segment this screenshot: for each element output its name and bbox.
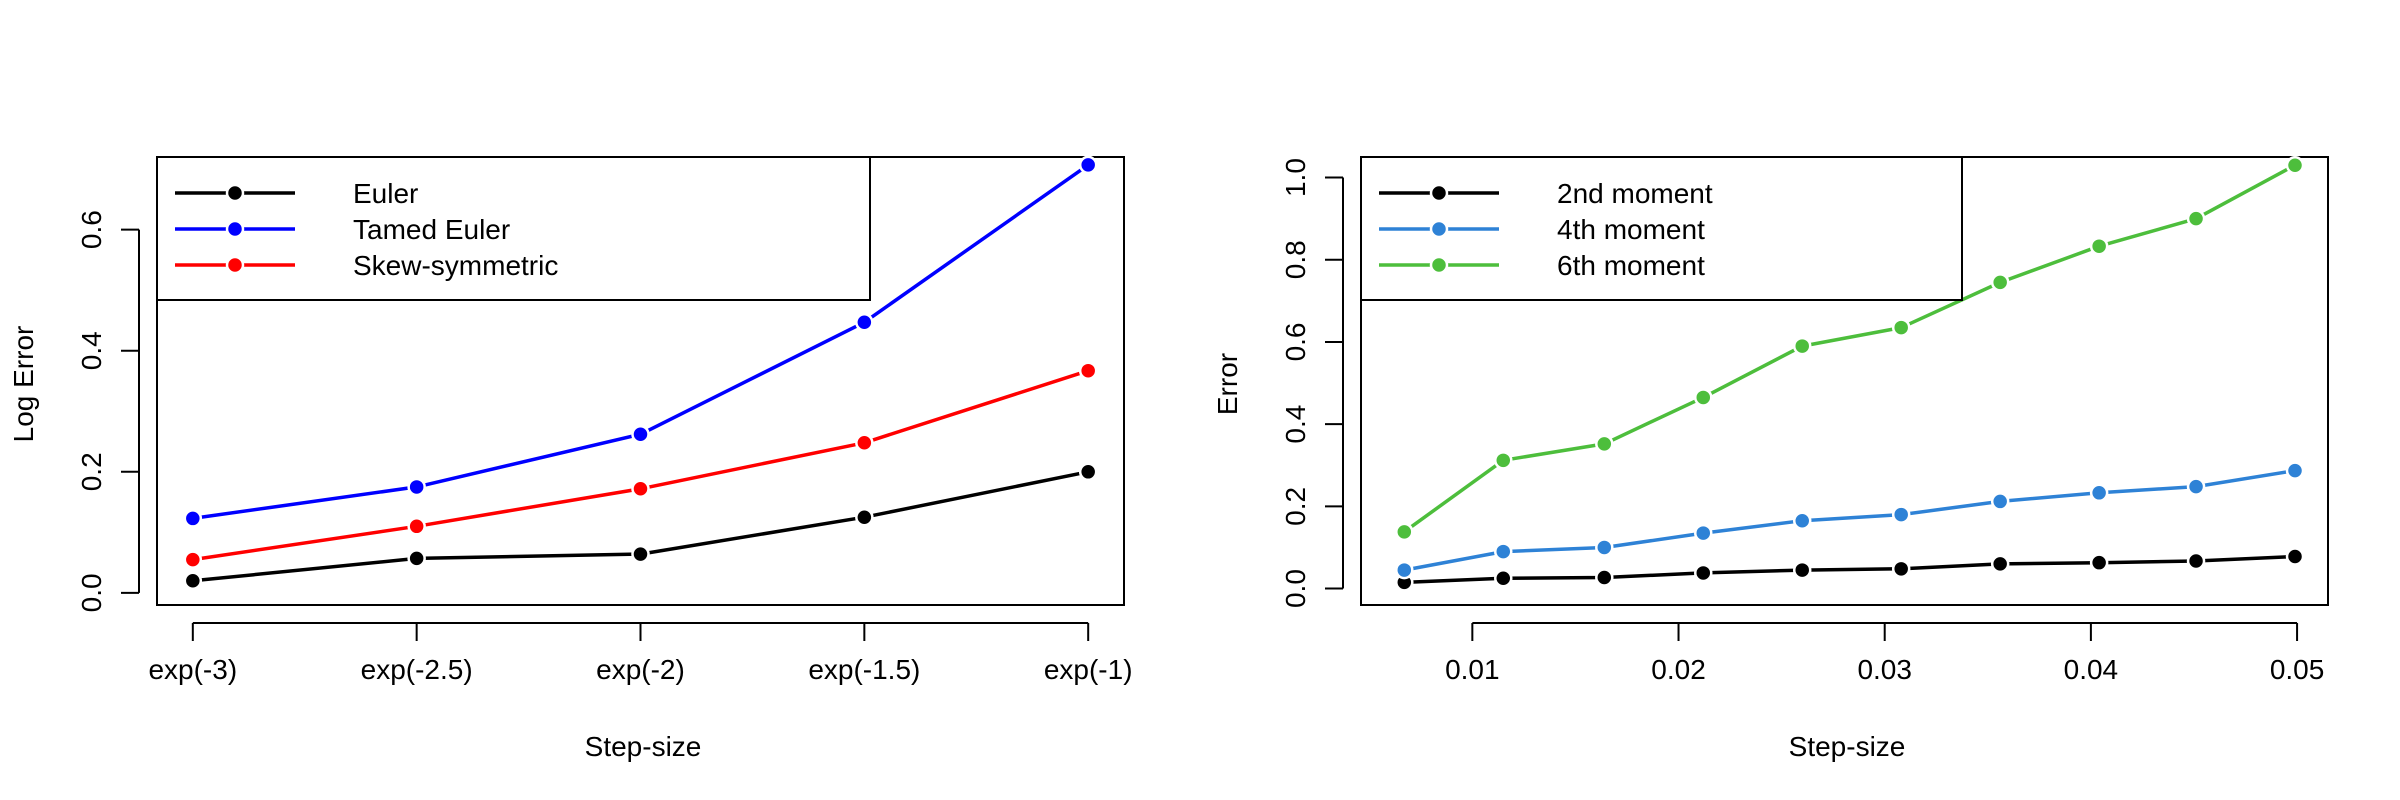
right-series-2-point [2089,236,2109,256]
right-series-0-point [1595,568,1614,587]
right-chart-marks: 0.0 0.2 0.4 0.6 0.8 1.0 0.01 0.02 0.03 0.04 0.05 2n… [1280,155,2329,685]
right-x-tick-label: 0.02 [1651,654,1706,685]
left-y-tick-label: 0.4 [76,331,107,370]
right-series-1-point [1494,542,1513,561]
left-series-2-point [855,433,874,453]
right-chart-xlabel: Step-size [1789,731,1906,762]
left-chart-ylabel: Log Error [8,326,39,443]
right-series-line-0 [1404,554,2296,585]
right-series-0-point [1694,563,1713,583]
right-series-1-point [1891,505,1911,524]
right-x-tick-label: 0.04 [2064,654,2119,685]
right-series-1-point [2089,483,2109,503]
right-y-tick-label: 0.6 [1280,322,1311,361]
left-y-tick-label: 0.0 [76,573,107,612]
left-chart-xlabel: Step-size [585,731,702,762]
right-series-1-point [2186,477,2206,496]
left-legend-marker [225,219,245,239]
left-x-tick-label: exp(-2.5) [361,654,473,685]
left-series-2-point [407,517,426,536]
right-y-tick-label: 0.0 [1280,569,1311,608]
left-legend-label: Euler [353,178,418,209]
right-series-2-point [1891,318,1911,337]
left-legend-label: Skew-symmetric [353,250,558,281]
left-series-0-point [631,544,650,564]
right-legend-marker [1429,255,1449,275]
right-series-0-point [1792,560,1812,580]
right-legend-marker [1429,219,1449,239]
left-x-tick-label: exp(-3) [148,654,237,685]
left-series-2-point [631,479,650,499]
left-series-0-point [183,571,203,591]
left-legend-label: Tamed Euler [353,214,510,245]
right-series-2-point [1395,522,1414,542]
left-series-2-point [183,550,203,569]
left-y-tick-label: 0.6 [76,210,107,249]
right-chart-ylabel: Error [1212,353,1243,415]
right-chart-panel: 0.0 0.2 0.4 0.6 0.8 1.0 0.01 0.02 0.03 0.04 0.05 2n… [1212,155,2329,762]
right-series-1-point [1694,523,1713,543]
right-series-1-point [2285,461,2305,480]
left-legend-marker [225,183,245,203]
left-y-tick-label: 0.2 [76,452,107,491]
left-chart-marks: 0.0 0.2 0.4 0.6 exp(-3) exp(-2.5) exp(-2) exp(-… [76,155,1133,685]
left-x-tick-label: exp(-1.5) [808,654,920,685]
left-series-1-point [1078,155,1098,175]
right-y-tick-label: 0.4 [1280,405,1311,444]
left-series-1-point [855,313,874,332]
right-series-2-point [1694,388,1713,407]
right-series-0-point [1494,569,1513,588]
right-series-0-point [2285,547,2305,566]
right-series-line-2 [1403,163,2296,534]
right-series-1-point [1792,511,1812,530]
left-series-1-point [631,425,650,444]
right-series-2-point [2186,209,2206,228]
right-y-tick-label: 0.8 [1280,240,1311,279]
left-chart-panel: 0.0 0.2 0.4 0.6 exp(-3) exp(-2.5) exp(-2) exp(-… [8,155,1133,762]
right-series-2-point [1792,336,1812,356]
right-x-tick-label: 0.01 [1445,654,1500,685]
left-series-0-point [855,507,874,527]
right-legend-marker [1429,183,1449,203]
right-series-line-1 [1403,468,2296,572]
left-x-tick-label: exp(-1) [1044,654,1133,685]
right-series-2-point [2285,155,2305,175]
right-series-1-point [1395,560,1414,580]
right-x-tick-label: 0.03 [1857,654,1912,685]
right-legend-label: 2nd moment [1557,178,1713,209]
right-series-2-point [1494,451,1513,470]
left-series-1-point [183,509,203,528]
right-series-0-point [2186,551,2206,571]
right-series-2-point [1990,273,2010,292]
right-x-tick-label: 0.05 [2270,654,2325,685]
right-y-tick-label: 1.0 [1280,158,1311,197]
right-legend-label: 6th moment [1557,250,1705,281]
right-series-0-point [1891,559,1911,579]
left-series-1-point [407,477,426,497]
left-series-0-point [407,549,426,568]
right-y-tick-label: 0.2 [1280,487,1311,526]
left-x-tick-label: exp(-2) [596,654,685,685]
left-legend-marker [225,255,245,275]
right-series-0-point [1990,554,2010,574]
right-series-1-point [1595,538,1614,557]
left-series-2-point [1078,361,1098,380]
right-series-2-point [1595,434,1614,454]
right-series-1-point [1990,492,2010,511]
right-series-0-point [2089,553,2109,572]
left-series-0-point [1078,462,1098,482]
right-legend-label: 4th moment [1557,214,1705,245]
